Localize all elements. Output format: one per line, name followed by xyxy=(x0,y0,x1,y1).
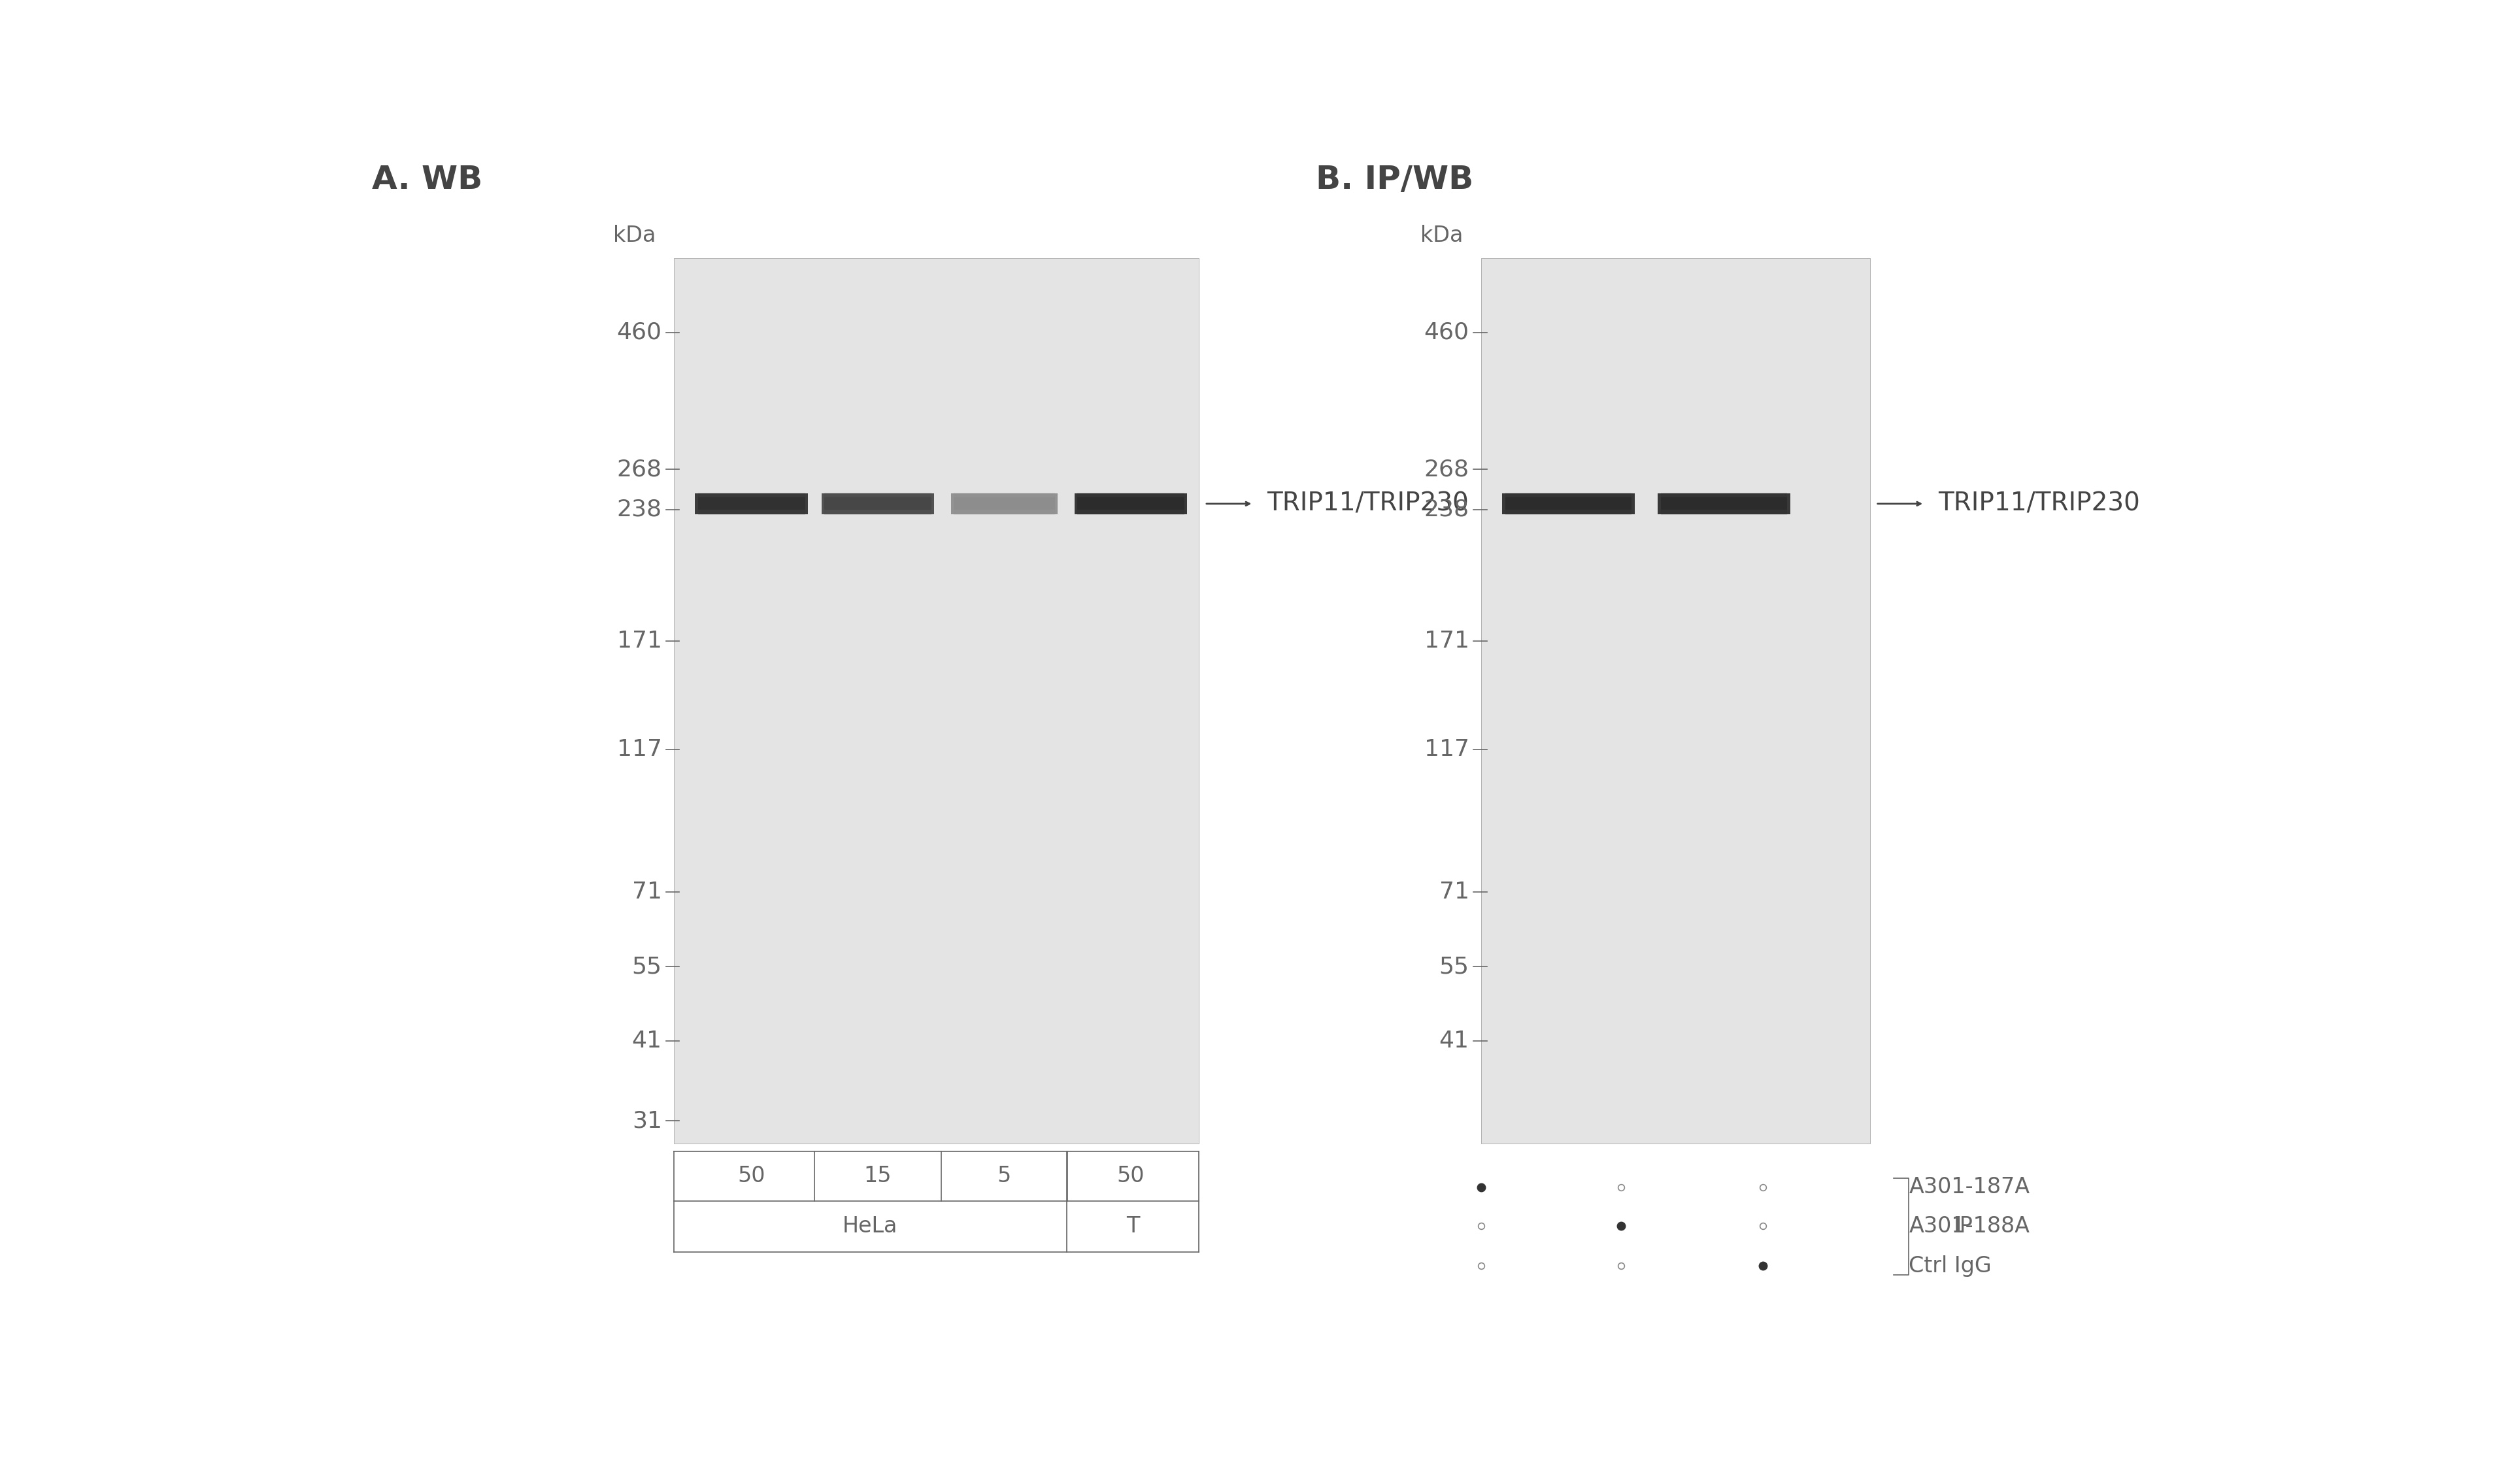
Text: T: T xyxy=(1127,1215,1140,1238)
Text: kDa: kDa xyxy=(612,226,655,246)
Text: 41: 41 xyxy=(633,1030,663,1052)
Text: 117: 117 xyxy=(617,739,663,760)
Text: A301-187A: A301-187A xyxy=(1908,1177,2031,1198)
Text: TRIP11/TRIP230: TRIP11/TRIP230 xyxy=(1938,491,2141,516)
Text: A. WB: A. WB xyxy=(371,163,482,196)
Text: 31: 31 xyxy=(633,1110,663,1132)
Text: Ctrl IgG: Ctrl IgG xyxy=(1908,1255,1993,1276)
Bar xyxy=(1662,493,1787,515)
Text: 15: 15 xyxy=(863,1165,891,1187)
Text: 268: 268 xyxy=(617,459,663,481)
Text: 5: 5 xyxy=(996,1165,1012,1187)
Bar xyxy=(1074,494,1187,513)
Text: TRIP11/TRIP230: TRIP11/TRIP230 xyxy=(1268,491,1468,516)
Bar xyxy=(823,493,931,515)
Text: 238: 238 xyxy=(617,499,663,521)
Bar xyxy=(698,497,806,510)
Bar xyxy=(1506,493,1632,515)
Text: 55: 55 xyxy=(1438,956,1468,978)
Bar xyxy=(1481,258,1870,1144)
Text: 268: 268 xyxy=(1423,459,1468,481)
Text: kDa: kDa xyxy=(1421,226,1463,246)
Text: IP: IP xyxy=(1953,1215,1973,1238)
Text: A301-188A: A301-188A xyxy=(1908,1215,2031,1236)
Text: B. IP/WB: B. IP/WB xyxy=(1315,163,1473,196)
Bar xyxy=(1662,497,1787,510)
Bar xyxy=(695,494,808,513)
Text: 117: 117 xyxy=(1423,739,1468,760)
Text: 71: 71 xyxy=(1438,881,1468,904)
Text: 460: 460 xyxy=(1423,321,1468,343)
Bar xyxy=(821,494,934,513)
Bar xyxy=(1503,494,1634,513)
Text: 460: 460 xyxy=(617,321,663,343)
Bar xyxy=(951,494,1057,513)
Text: 41: 41 xyxy=(1438,1030,1468,1052)
Text: 71: 71 xyxy=(633,881,663,904)
Text: 55: 55 xyxy=(633,956,663,978)
Bar xyxy=(954,493,1054,515)
Bar xyxy=(698,493,806,515)
Bar xyxy=(823,497,931,510)
Text: 171: 171 xyxy=(617,629,663,651)
Text: HeLa: HeLa xyxy=(843,1215,899,1238)
Bar xyxy=(673,258,1200,1144)
Text: 171: 171 xyxy=(1423,629,1468,651)
Bar xyxy=(1659,494,1790,513)
Text: 50: 50 xyxy=(738,1165,766,1187)
Bar xyxy=(954,497,1054,510)
Bar xyxy=(1077,497,1185,510)
Text: 238: 238 xyxy=(1423,499,1468,521)
Text: 50: 50 xyxy=(1117,1165,1145,1187)
Bar xyxy=(1506,497,1632,510)
Bar xyxy=(1077,493,1185,515)
